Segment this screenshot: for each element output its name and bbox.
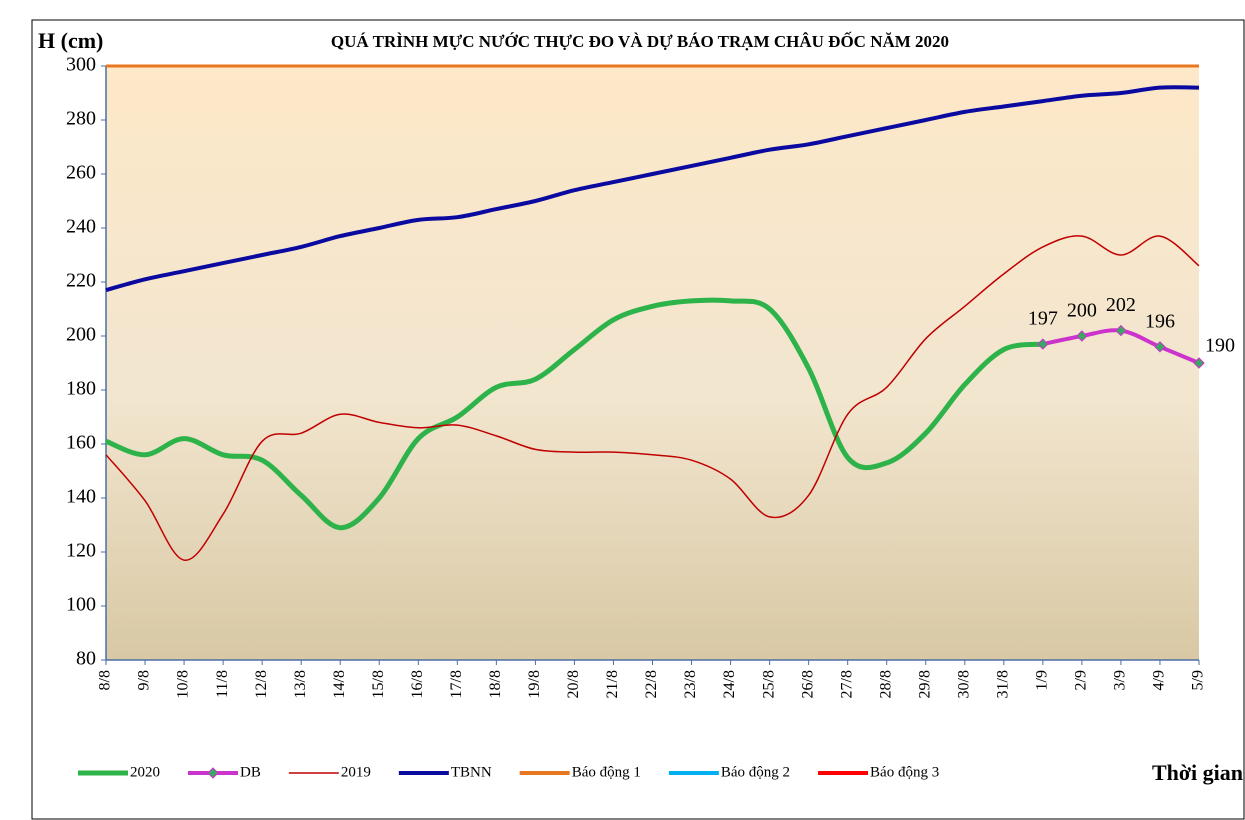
x-tick-label: 2/9 (1073, 670, 1090, 690)
x-tick-label: 20/8 (565, 670, 582, 698)
y-tick-label: 200 (66, 324, 96, 346)
series-line (105, 235, 1200, 561)
legend-marker (207, 767, 219, 779)
x-tick-label: 26/8 (799, 670, 816, 698)
x-tick-label: 29/8 (916, 670, 933, 698)
x-tick-label: 4/9 (1151, 670, 1168, 690)
y-tick-label: 140 (66, 486, 96, 508)
x-tick-label: 27/8 (838, 670, 855, 698)
x-tick-label: 15/8 (370, 670, 387, 698)
x-tick-label: 8/8 (97, 670, 114, 690)
legend-label: 2019 (341, 764, 371, 780)
x-tick-label: 25/8 (760, 670, 777, 698)
series-line (105, 85, 1200, 293)
y-tick-label: 280 (66, 108, 96, 130)
data-label: 190 (1205, 335, 1235, 357)
plot-area (106, 66, 1199, 660)
legend-label: TBNN (451, 764, 492, 780)
x-tick-label: 9/8 (136, 670, 153, 690)
x-tick-label: 14/8 (331, 670, 348, 698)
y-tick-label: 160 (66, 432, 96, 454)
x-axis-label: Thời gian (1152, 760, 1243, 785)
x-tick-label: 17/8 (448, 670, 465, 698)
x-tick-label: 22/8 (643, 670, 660, 698)
x-tick-label: 28/8 (877, 670, 894, 698)
data-label: 200 (1067, 300, 1097, 322)
x-tick-label: 16/8 (409, 670, 426, 698)
x-tick-label: 30/8 (955, 670, 972, 698)
y-tick-label: 100 (66, 594, 96, 616)
y-tick-label: 240 (66, 216, 96, 238)
y-tick-label: 120 (66, 540, 96, 562)
chart-title: QUÁ TRÌNH MỰC NƯỚC THỰC ĐO VÀ DỰ BÁO TRẠ… (331, 31, 949, 51)
data-point (1154, 341, 1166, 353)
data-point (1037, 338, 1049, 350)
x-tick-label: 24/8 (721, 670, 738, 698)
x-tick-label: 12/8 (253, 670, 270, 698)
data-point (1193, 357, 1205, 369)
x-tick-label: 3/9 (1112, 670, 1129, 690)
y-tick-label: 300 (66, 54, 96, 76)
x-tick-label: 13/8 (292, 670, 309, 698)
data-point (1076, 330, 1088, 342)
y-tick-label: 180 (66, 378, 96, 400)
x-tick-label: 21/8 (604, 670, 621, 698)
data-label: 196 (1145, 310, 1175, 332)
x-tick-label: 31/8 (994, 670, 1011, 698)
x-tick-label: 1/9 (1034, 670, 1051, 690)
y-tick-label: 220 (66, 270, 96, 292)
legend-label: DB (240, 764, 261, 780)
y-tick-label: 260 (66, 162, 96, 184)
x-tick-label: 11/8 (214, 670, 231, 698)
data-label: 202 (1106, 294, 1136, 316)
legend-label: 2020 (130, 764, 160, 780)
x-tick-label: 18/8 (487, 670, 504, 698)
data-point (1115, 324, 1127, 337)
y-axis-label: H (cm) (38, 28, 103, 53)
y-tick-label: 80 (76, 648, 96, 670)
legend-label: Báo động 2 (721, 764, 790, 780)
x-tick-label: 5/9 (1190, 670, 1207, 690)
data-label: 197 (1028, 308, 1058, 330)
x-tick-label: 23/8 (682, 670, 699, 698)
x-tick-label: 19/8 (526, 670, 543, 698)
x-tick-label: 10/8 (175, 670, 192, 698)
legend-label: Báo động 1 (572, 764, 641, 780)
legend-label: Báo động 3 (870, 764, 939, 780)
series-line (105, 297, 1044, 531)
